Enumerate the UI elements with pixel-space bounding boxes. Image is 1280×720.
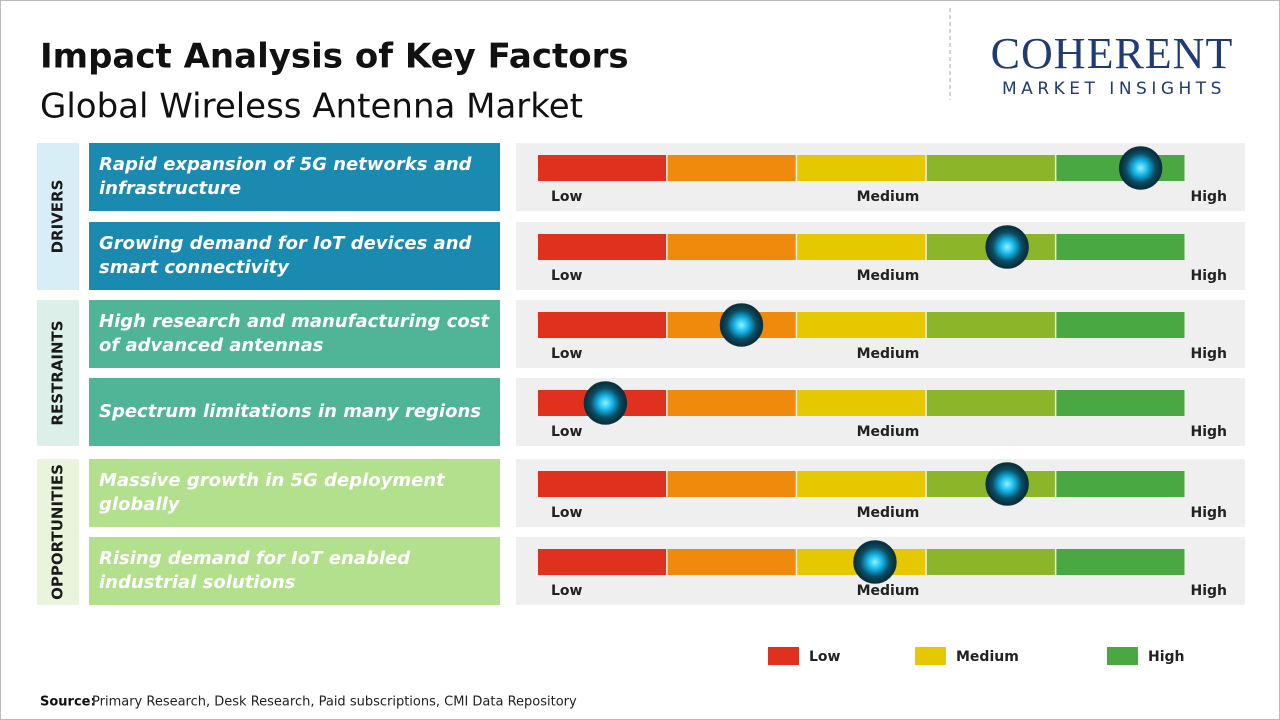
impact-knob [985,225,1029,269]
gauge-label: Medium [857,268,920,284]
group-band [37,459,79,605]
gauge-label: Low [551,424,583,440]
gauge-label: Low [551,189,583,205]
gauge-label: Low [551,346,583,362]
factor-text: Rapid expansion of 5G networks and infra… [99,154,472,199]
impact-knob [719,303,764,347]
gauge-segment [926,549,1055,575]
legend-label: Low [809,649,841,665]
gauge-segment [667,390,796,416]
factor-text-box: Spectrum limitations in many regions [99,401,481,422]
gauge-segment [538,471,667,497]
legend-swatch [768,647,799,665]
factor-text: Rising demand for IoT enabled industrial… [99,548,411,593]
group-label: RESTRAINTS [49,320,67,425]
gauge-label: Medium [857,505,920,521]
factor-box [89,143,500,211]
gauge-segment [538,234,667,260]
gauge-label: Low [551,268,583,284]
factor-text: Spectrum limitations in many regions [99,401,481,422]
gauge-label: High [1190,583,1227,599]
gauge-label: High [1190,189,1227,205]
title: Impact Analysis of Key Factors [40,37,629,77]
impact-knob [1118,146,1163,190]
gauge-segment [926,155,1055,181]
factor-box [89,537,500,605]
gauge-label: Medium [857,424,920,440]
logo-name: COHERENT [991,29,1234,78]
gauge-segment [667,549,796,575]
gauge-segment [1056,234,1185,260]
gauge-segment [926,390,1055,416]
gauge-segment [667,471,796,497]
gauge-label: Low [551,505,583,521]
legend-swatch [1107,647,1138,665]
legend-swatch [915,647,946,665]
gauge-segment [797,155,926,181]
gauge-segment [1056,390,1185,416]
source-label: Source: [40,695,96,710]
gauge-segment [1056,312,1185,338]
factor-box [89,300,500,368]
gauge-segment [1056,471,1185,497]
legend-label: High [1148,649,1185,665]
impact-knob [853,540,897,584]
logo-tagline: MARKET INSIGHTS [1002,79,1226,99]
gauge-segment [926,312,1055,338]
factor-text-box: High research and manufacturing cost of … [99,311,490,356]
factor-box [89,459,500,527]
subtitle: Global Wireless Antenna Market [40,87,583,127]
gauge-label: High [1190,424,1227,440]
gauge-label: Low [551,583,583,599]
impact-knob [985,462,1029,506]
factor-text-box: Massive growth in 5G deployment globally [99,470,445,515]
gauge-segment [667,155,796,181]
factor-box [89,378,500,446]
group-band [37,143,79,290]
factor-text-box: Rapid expansion of 5G networks and infra… [99,154,472,199]
group-label: DRIVERS [49,180,67,254]
impact-knob [583,381,628,425]
group-label: OPPORTUNITIES [49,464,67,600]
gauge-label: Medium [857,583,920,599]
factor-box [89,222,500,290]
factor-text: High research and manufacturing cost of … [99,311,490,356]
gauge-label: Medium [857,346,920,362]
gauge-segment [667,234,796,260]
gauge-segment [538,312,667,338]
factor-text: Growing demand for IoT devices and smart… [99,233,472,278]
gauge-segment [797,234,926,260]
factor-text: Massive growth in 5G deployment globally [99,470,445,515]
gauge-label: High [1190,505,1227,521]
factor-text-box: Rising demand for IoT enabled industrial… [99,548,411,593]
group-band [37,300,79,446]
factor-text-box: Growing demand for IoT devices and smart… [99,233,472,278]
gauge-label: Medium [857,189,920,205]
legend-label: Medium [956,649,1019,665]
gauge-label: High [1190,346,1227,362]
gauge-segment [797,390,926,416]
source-text: Primary Research, Desk Research, Paid su… [92,695,577,710]
gauge-segment [797,312,926,338]
gauge-segment [797,471,926,497]
gauge-segment [1056,549,1185,575]
gauge-label: High [1190,268,1227,284]
gauge-segment [538,549,667,575]
gauge-segment [538,155,667,181]
